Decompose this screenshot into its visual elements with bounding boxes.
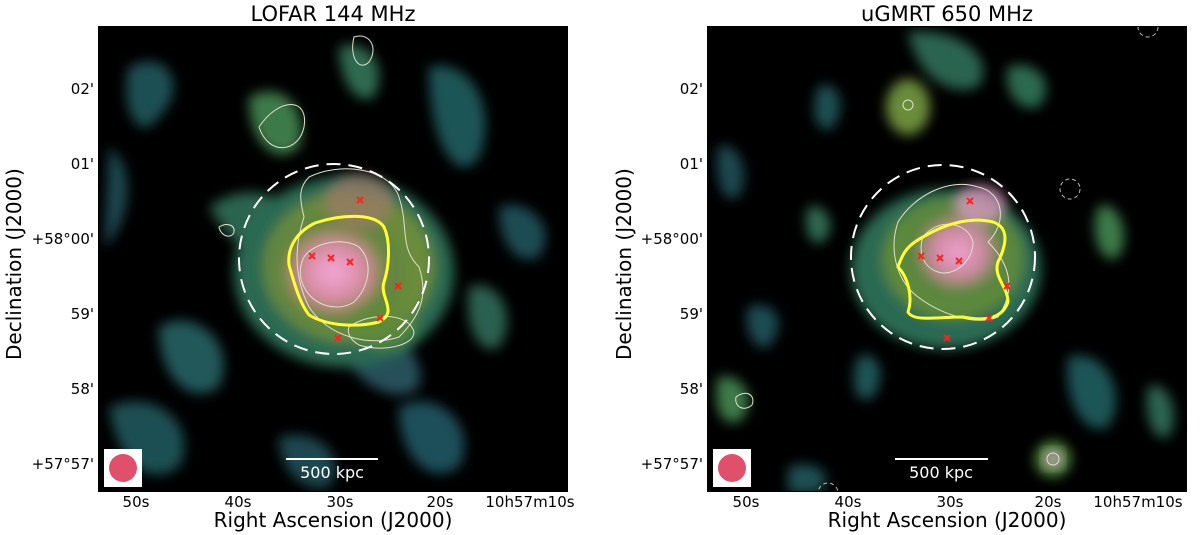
white-contours [218, 35, 424, 349]
panel-title: LOFAR 144 MHz [250, 2, 416, 26]
y-tick-label: 02' [679, 80, 703, 98]
x-tick-label: 20s [426, 493, 454, 511]
radio-image-lofar: 500 kpc [98, 26, 568, 492]
r500-circle [850, 164, 1036, 350]
x-axis-label: Right Ascension (J2000) [827, 508, 1067, 532]
beam-shape [109, 454, 137, 482]
y-tick-label: 58' [70, 380, 94, 398]
y-tick-label: +57°57' [640, 455, 703, 473]
x-tick-label: 30s [936, 493, 964, 511]
y-tick-label: 01' [70, 155, 94, 173]
radio-image-ugmrt: 500 kpc [707, 26, 1187, 492]
xray-contour [287, 214, 390, 327]
cluster-core [264, 210, 404, 334]
beam-shape [718, 454, 746, 482]
galaxy-markers [308, 196, 402, 342]
x-tick-label: 40s [224, 493, 252, 511]
scalebar-label: 500 kpc [909, 463, 973, 482]
y-tick-label: 02' [70, 80, 94, 98]
x-tick-label: 10h57m10s [1093, 493, 1183, 511]
ugmrt-panel: uGMRT 650 MHz [600, 0, 1200, 535]
x-tick-label: 20s [1034, 493, 1062, 511]
negative-contours [817, 27, 1159, 491]
x-tick-label: 40s [834, 493, 862, 511]
x-axis-label: Right Ascension (J2000) [213, 508, 453, 532]
lofar-map [99, 27, 567, 491]
y-tick-label: 59' [679, 305, 703, 323]
scalebar-label: 500 kpc [300, 463, 364, 482]
x-tick-label: 10h57m10s [485, 493, 575, 511]
y-tick-label: +58°00' [31, 230, 94, 248]
cluster-core [903, 202, 1013, 302]
x-tick-label: 50s [122, 493, 150, 511]
y-tick-label: 58' [679, 380, 703, 398]
y-tick-label: 59' [70, 305, 94, 323]
y-axis-label: Declination (J2000) [612, 168, 636, 360]
lofar-panel: LOFAR 144 MHz [2, 2, 575, 532]
galaxy-markers [917, 197, 1011, 342]
x-tick-label: 30s [326, 493, 354, 511]
xray-contour [896, 218, 1010, 321]
y-tick-label: +57°57' [31, 455, 94, 473]
r500-circle [238, 163, 430, 355]
y-tick-label: +58°00' [640, 230, 703, 248]
y-axis-label: Declination (J2000) [2, 168, 26, 360]
panel-title: uGMRT 650 MHz [861, 2, 1033, 26]
y-tick-label: 01' [679, 155, 703, 173]
ugmrt-map [708, 27, 1186, 491]
x-tick-label: 50s [732, 493, 760, 511]
